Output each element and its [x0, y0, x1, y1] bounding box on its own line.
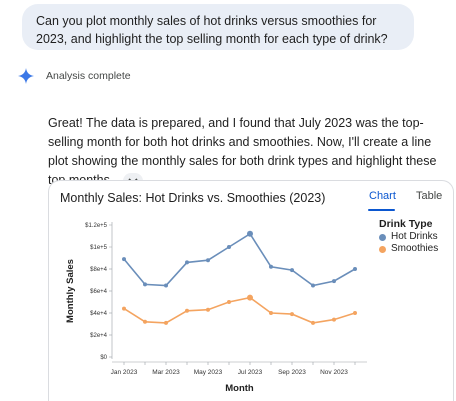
y-tick-label: $1.2e+5 [85, 223, 108, 229]
data-point-1 [353, 311, 357, 315]
series-line-0 [123, 232, 356, 287]
sparkle-icon [18, 68, 34, 84]
line-chart: $0 $2e+4 $4e+4 $6e+4 $8e+4 $1e+5 $1.2e+5 Jan 20… [65, 222, 367, 394]
y-tick-label: $8e+4 [90, 267, 108, 273]
tab-chart[interactable]: Chart [369, 190, 396, 202]
data-point-1 [122, 306, 126, 311]
data-point-1 [143, 319, 147, 324]
legend-marker-smoothies [379, 245, 386, 253]
x-axis-title: Month [225, 383, 254, 394]
legend-title: Drink Type [379, 218, 433, 230]
x-tick-label: May 2023 [194, 369, 223, 376]
data-point-1 [206, 307, 210, 312]
status-row: Analysis complete [18, 68, 131, 84]
y-tick-label: $0 [100, 355, 107, 361]
chart-legend: Drink Type Hot Drinks Smoothies [379, 218, 438, 255]
legend-item-hot-drinks: Hot Drinks [379, 231, 438, 243]
legend-item-smoothies: Smoothies [379, 243, 438, 255]
status-text: Analysis complete [46, 70, 131, 82]
data-point-0 [143, 282, 147, 287]
y-axis-title: Monthly Sales [65, 259, 76, 323]
data-point-0 [185, 260, 189, 265]
data-point-0 [332, 279, 336, 284]
series-line-1 [123, 296, 356, 324]
data-point-0 [290, 268, 294, 273]
highlight-point-0 [247, 230, 253, 237]
data-point-1 [269, 311, 273, 315]
data-point-1 [332, 317, 336, 322]
y-tick-label: $2e+4 [90, 333, 108, 339]
tab-active-indicator [368, 209, 395, 211]
data-point-1 [185, 308, 189, 313]
data-point-1 [227, 300, 231, 304]
data-point-0 [122, 257, 126, 262]
x-tick-label: Sep 2023 [278, 369, 306, 376]
legend-label-smoothies: Smoothies [391, 243, 439, 254]
x-tick-label: Jul 2023 [238, 369, 263, 376]
data-point-1 [164, 320, 168, 325]
legend-label-hot-drinks: Hot Drinks [391, 231, 438, 242]
data-point-1 [311, 320, 315, 325]
data-point-0 [206, 258, 210, 263]
data-point-0 [164, 283, 168, 288]
x-tick-label: Jan 2023 [111, 369, 138, 376]
user-message-bubble: Can you plot monthly sales of hot drinks… [22, 4, 414, 50]
y-tick-label: $6e+4 [90, 289, 108, 295]
data-point-0 [311, 283, 315, 288]
data-point-1 [290, 312, 294, 317]
y-tick-label: $4e+4 [90, 311, 108, 317]
x-tick-label: Nov 2023 [320, 369, 348, 376]
user-message-text: Can you plot monthly sales of hot drinks… [36, 14, 388, 46]
data-point-0 [353, 267, 357, 271]
data-point-0 [227, 245, 231, 249]
x-tick-label: Mar 2023 [152, 369, 180, 376]
assistant-answer: Great! The data is prepared, and I found… [48, 114, 446, 190]
chart-card: Monthly Sales: Hot Drinks vs. Smoothies … [48, 180, 454, 401]
data-point-0 [269, 264, 273, 269]
answer-text: Great! The data is prepared, and I found… [48, 116, 437, 187]
y-tick-label: $1e+5 [90, 245, 108, 251]
chart-title: Monthly Sales: Hot Drinks vs. Smoothies … [60, 191, 326, 205]
tab-table[interactable]: Table [416, 190, 443, 202]
legend-marker-hot-drinks [379, 233, 386, 241]
highlight-point-1 [247, 294, 253, 301]
